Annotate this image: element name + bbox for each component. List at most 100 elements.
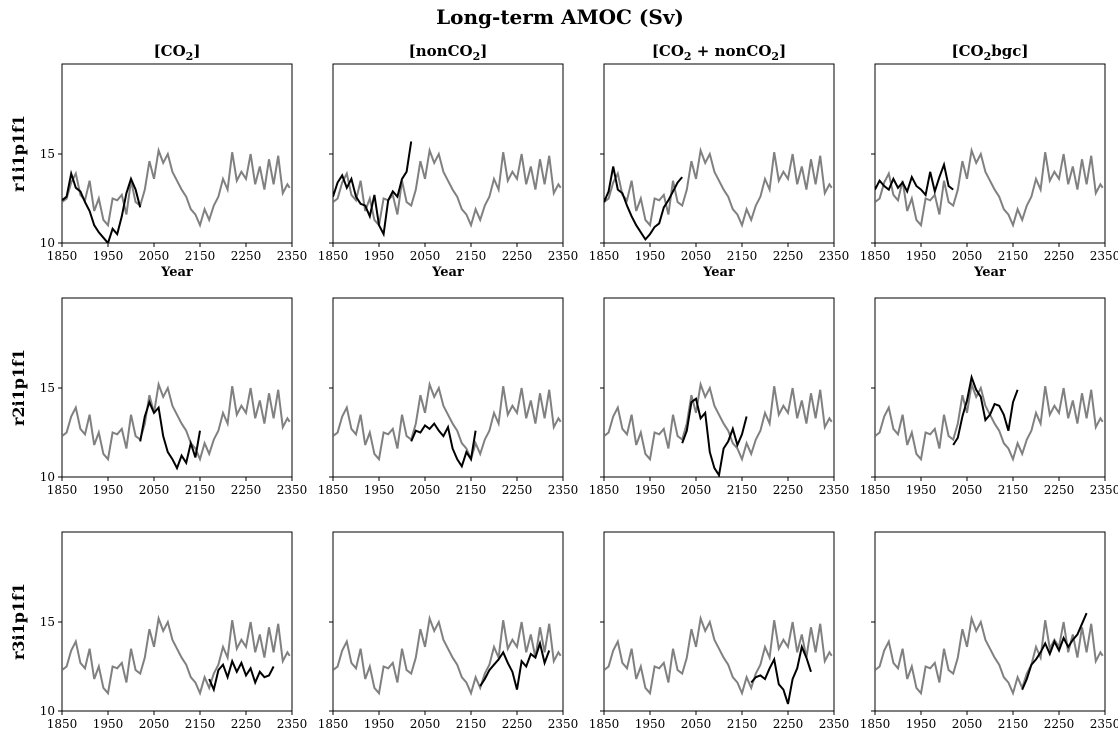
y-tick-label: 15 — [40, 615, 55, 629]
reference-series-line — [604, 146, 833, 229]
y-tick-label: 10 — [40, 704, 55, 718]
x-tick-label: 2150 — [185, 717, 216, 731]
x-tick-label: 2050 — [952, 249, 983, 263]
reference-series-line — [604, 380, 833, 463]
subplot-r1-c1: 1850 1950 2050 2150 2250 2350 10 15 Year — [40, 63, 307, 280]
x-tick-label: 2250 — [773, 717, 804, 731]
x-tick-label: 2250 — [773, 483, 804, 497]
x-tick-label: 2250 — [502, 483, 533, 497]
axes-frame — [874, 63, 1106, 244]
y-tick-label: 15 — [40, 381, 55, 395]
x-tick-label: 2150 — [456, 249, 487, 263]
member-series-line — [604, 166, 683, 242]
x-tick-label: 2250 — [231, 249, 262, 263]
subplot-r3-c3: 1850 1950 2050 2150 2250 2350 — [589, 531, 850, 731]
x-tick-label: 1950 — [635, 717, 666, 731]
axes-frame — [874, 297, 1106, 478]
x-axis-label: Year — [431, 265, 464, 280]
x-tick-label: 2350 — [819, 717, 850, 731]
column-title: [CO2bgc] — [952, 42, 1029, 63]
subplot-r3-c2: 1850 1950 2050 2150 2250 2350 — [318, 531, 579, 731]
subplot-r2-c4: 1850 1950 2050 2150 2250 2350 — [860, 297, 1118, 497]
x-tick-label: 2350 — [548, 717, 579, 731]
member-series-line — [875, 161, 954, 198]
x-tick-label: 2250 — [231, 717, 262, 731]
reference-series-line — [62, 614, 291, 697]
member-series-line — [333, 141, 413, 238]
axes-frame — [603, 297, 835, 478]
reference-series-line — [875, 614, 1104, 697]
x-tick-label: 2350 — [819, 249, 850, 263]
x-tick-label: 2350 — [548, 483, 579, 497]
y-tick-label: 15 — [40, 147, 55, 161]
x-tick-label: 1950 — [906, 483, 937, 497]
member-series-line — [681, 396, 748, 477]
x-tick-label: 2050 — [139, 249, 170, 263]
x-tick-label: 1950 — [93, 483, 124, 497]
x-tick-label: 1850 — [318, 249, 349, 263]
x-tick-label: 1850 — [47, 483, 78, 497]
x-tick-label: 2150 — [727, 249, 758, 263]
member-series-line — [139, 399, 201, 471]
reference-series-line — [333, 380, 562, 463]
member-series-line — [1021, 612, 1088, 690]
figure-title: Long-term AMOC (Sv) — [436, 5, 684, 29]
x-axis-label: Year — [973, 265, 1006, 280]
axes-frame — [603, 63, 835, 244]
x-tick-label: 1850 — [318, 717, 349, 731]
x-tick-label: 2050 — [681, 249, 712, 263]
x-tick-label: 2250 — [231, 483, 262, 497]
row-label: r2i1p1f1 — [9, 349, 28, 426]
x-tick-label: 2350 — [819, 483, 850, 497]
x-tick-label: 2350 — [1090, 483, 1118, 497]
y-tick-label: 10 — [40, 236, 55, 250]
x-tick-label: 2050 — [139, 717, 170, 731]
x-tick-label: 1950 — [364, 483, 395, 497]
x-tick-label: 2350 — [1090, 717, 1118, 731]
x-tick-label: 2150 — [727, 717, 758, 731]
column-title: [CO2 + nonCO2] — [652, 42, 786, 63]
member-series-line — [208, 658, 275, 693]
x-tick-label: 2150 — [998, 483, 1029, 497]
subplot-r2-c3: 1850 1950 2050 2150 2250 2350 — [589, 297, 850, 497]
x-tick-label: 1950 — [93, 717, 124, 731]
x-tick-label: 2050 — [681, 717, 712, 731]
x-tick-label: 2150 — [456, 483, 487, 497]
member-series-line — [750, 643, 812, 705]
subplot-r1-c4: 1850 1950 2050 2150 2250 2350 Year — [860, 63, 1118, 280]
x-tick-label: 2250 — [1044, 717, 1075, 731]
x-tick-label: 1850 — [47, 249, 78, 263]
axes-frame — [332, 531, 564, 712]
x-tick-label: 1850 — [589, 717, 620, 731]
x-tick-label: 1950 — [364, 717, 395, 731]
x-tick-label: 1950 — [635, 249, 666, 263]
x-axis-label: Year — [702, 265, 735, 280]
x-tick-label: 2250 — [1044, 249, 1075, 263]
axes-frame — [332, 297, 564, 478]
x-tick-label: 2150 — [727, 483, 758, 497]
axes-frame — [603, 531, 835, 712]
x-tick-label: 2050 — [681, 483, 712, 497]
x-tick-label: 1950 — [906, 249, 937, 263]
axes-frame — [61, 63, 293, 244]
x-tick-label: 2150 — [998, 249, 1029, 263]
member-series-line — [479, 639, 551, 690]
column-title: [nonCO2] — [409, 42, 488, 63]
x-tick-label: 2050 — [139, 483, 170, 497]
axes-frame — [61, 297, 293, 478]
x-tick-label: 2050 — [952, 717, 983, 731]
subplot-r3-c4: 1850 1950 2050 2150 2250 2350 — [860, 531, 1118, 731]
y-tick-label: 10 — [40, 470, 55, 484]
reference-series-line — [875, 380, 1104, 463]
subplot-r3-c1: 1850 1950 2050 2150 2250 2350 10 15 — [40, 531, 307, 731]
subplot-r1-c2: 1850 1950 2050 2150 2250 2350 Year — [318, 63, 578, 280]
reference-series-line — [333, 146, 562, 229]
x-tick-label: 2050 — [410, 483, 441, 497]
x-tick-label: 1850 — [860, 717, 891, 731]
x-tick-label: 1850 — [860, 483, 891, 497]
reference-series-line — [62, 146, 291, 229]
reference-series-line — [333, 614, 562, 697]
x-tick-label: 2250 — [773, 249, 804, 263]
x-tick-label: 1850 — [318, 483, 349, 497]
row-label: r3i1p1f1 — [9, 583, 28, 660]
